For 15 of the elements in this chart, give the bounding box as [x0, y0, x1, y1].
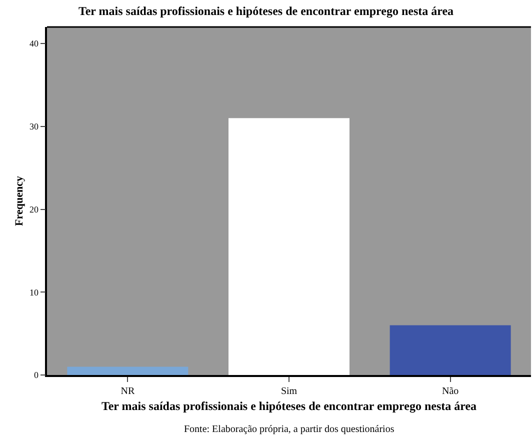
- x-tick-label: Não: [442, 386, 459, 397]
- y-axis-title: Frequency: [14, 176, 26, 226]
- x-tick-label: NR: [120, 386, 135, 397]
- y-tick-label: 30: [29, 122, 39, 132]
- source-note: Fonte: Elaboração própria, a partir dos questionários: [184, 424, 394, 435]
- bar: [390, 325, 511, 375]
- x-tick-label: Sim: [280, 386, 298, 397]
- bar: [228, 118, 350, 375]
- y-tick-label: 20: [29, 204, 39, 214]
- x-axis-title: Ter mais saídas profissionais e hipóteses de encontrar emprego nesta área: [101, 399, 477, 414]
- y-tick-label: 0: [34, 370, 39, 380]
- chart-title: Ter mais saídas profissionais e hipóteses de encontrar emprego nesta área: [78, 4, 454, 18]
- y-tick-label: 10: [29, 287, 39, 298]
- bar: [67, 366, 188, 375]
- y-tick-label: 40: [29, 38, 39, 49]
